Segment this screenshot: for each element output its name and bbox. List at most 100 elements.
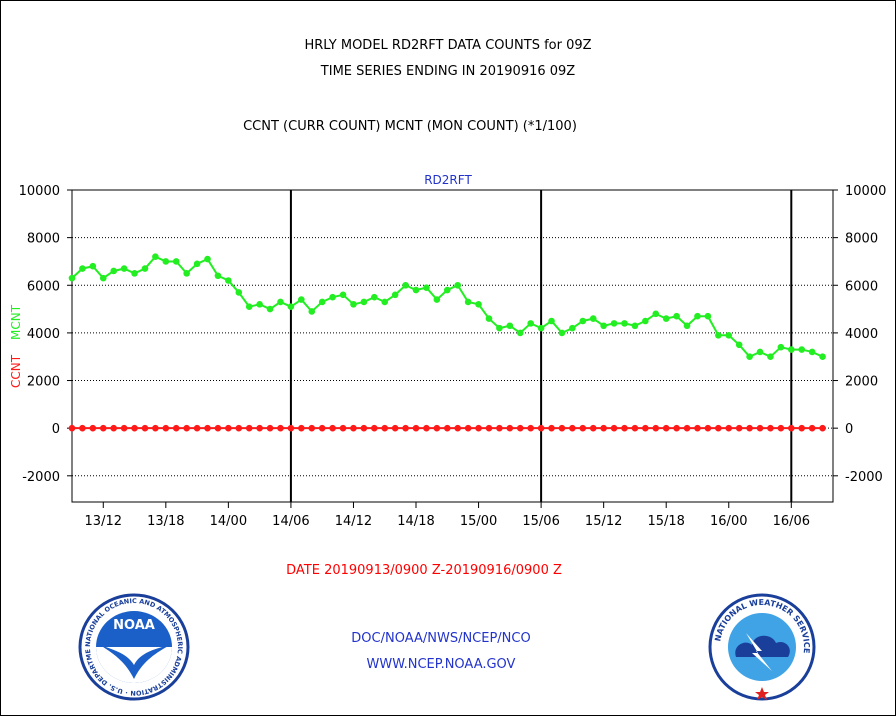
ccnt-point — [298, 424, 305, 432]
x-tick-label: 15/06 — [522, 514, 559, 529]
x-tick-label: 14/00 — [210, 514, 247, 529]
mcnt-point — [204, 255, 211, 263]
mcnt-point — [516, 329, 524, 337]
y-tick-label-right: -2000 — [845, 470, 883, 485]
ccnt-point — [371, 424, 378, 432]
ccnt-point — [746, 424, 753, 432]
y-tick-label-left: 4000 — [27, 327, 60, 342]
mcnt-point — [631, 322, 639, 330]
ccnt-point — [631, 424, 639, 432]
ccnt-point — [673, 424, 680, 432]
ccnt-point — [548, 424, 555, 432]
mcnt-point — [193, 260, 201, 268]
x-tick-label: 15/18 — [647, 514, 684, 529]
noaa-logo-text: NOAA — [113, 618, 155, 633]
mcnt-point — [569, 324, 576, 332]
mcnt-point — [537, 324, 545, 332]
ccnt-point — [79, 424, 86, 432]
ccnt-point — [318, 424, 326, 432]
ccnt-point — [788, 424, 795, 432]
mcnt-point — [475, 301, 482, 308]
mcnt-point — [662, 315, 670, 322]
ccnt-point — [131, 424, 138, 432]
ccnt-point — [214, 424, 222, 432]
ccnt-point — [464, 424, 472, 432]
org-link[interactable]: DOC/NOAA/NWS/NCEP/NCO — [351, 631, 531, 646]
ccnt-point — [506, 424, 514, 432]
mcnt-point — [496, 324, 503, 332]
mcnt-point — [68, 274, 76, 282]
ccnt-point — [777, 424, 785, 432]
mcnt-point — [464, 298, 472, 306]
y-tick-label-left: 6000 — [27, 279, 60, 294]
mcnt-point — [767, 353, 774, 361]
mcnt-point — [704, 312, 712, 320]
mcnt-point — [141, 265, 149, 272]
ccnt-point — [527, 424, 534, 432]
ccnt-point — [350, 424, 357, 432]
ylabel-mcnt: MCNT — [9, 304, 23, 340]
mcnt-point — [214, 272, 222, 280]
ccnt-point — [579, 424, 587, 432]
plot-area — [71, 189, 834, 503]
ccnt-point — [443, 424, 451, 432]
mcnt-point — [756, 348, 764, 356]
ccnt-point — [798, 424, 806, 432]
ccnt-point — [412, 424, 420, 432]
x-tick-label: 14/06 — [272, 514, 309, 529]
mcnt-point — [715, 331, 722, 339]
noaa-logo: NOAA NATIONAL OCEANIC AND ATMOSPHERIC AD… — [78, 593, 190, 701]
ccnt-point — [256, 424, 263, 432]
nws-logo: NATIONAL WEATHER SERVICE — [708, 593, 816, 701]
ccnt-point — [735, 424, 743, 432]
ccnt-point — [308, 424, 316, 432]
ccnt-point — [725, 424, 733, 432]
ccnt-point — [715, 424, 722, 432]
y-tick-label-right: 6000 — [845, 279, 878, 294]
url-link[interactable]: WWW.NCEP.NOAA.GOV — [366, 657, 516, 672]
mcnt-point — [808, 348, 816, 356]
ccnt-point — [610, 424, 618, 432]
mcnt-point — [777, 343, 785, 351]
ccnt-point — [152, 424, 159, 432]
mcnt-point — [621, 320, 628, 327]
mcnt-point — [371, 293, 378, 301]
mcnt-point — [162, 258, 170, 265]
ccnt-point — [600, 424, 607, 432]
ccnt-point — [662, 424, 670, 432]
ccnt-point — [89, 424, 97, 432]
ccnt-point — [642, 424, 649, 432]
ccnt-point — [110, 424, 117, 432]
ccnt-point — [652, 424, 660, 432]
mcnt-point — [360, 298, 368, 306]
mcnt-point — [548, 317, 555, 325]
y-tick-label-right: 2000 — [845, 375, 878, 390]
y-tick-label-left: 0 — [52, 422, 60, 437]
x-tick-label: 15/00 — [460, 514, 497, 529]
ccnt-point — [402, 424, 409, 432]
mcnt-point — [339, 291, 347, 299]
mcnt-point — [256, 301, 263, 308]
mcnt-point — [683, 322, 691, 330]
x-tick-label: 16/00 — [710, 514, 747, 529]
mcnt-point — [443, 286, 451, 294]
ccnt-point — [287, 424, 295, 432]
ccnt-point — [339, 424, 347, 432]
ccnt-point — [454, 424, 462, 432]
ccnt-point — [235, 424, 243, 432]
ccnt-point — [172, 424, 180, 432]
ccnt-point — [99, 424, 107, 432]
mcnt-point — [725, 331, 733, 339]
mcnt-point — [350, 301, 357, 308]
ccnt-point — [277, 424, 284, 432]
ccnt-point — [266, 424, 274, 432]
mcnt-point — [412, 286, 420, 294]
mcnt-point — [89, 262, 97, 270]
mcnt-point — [642, 317, 649, 325]
mcnt-point — [391, 291, 399, 299]
ccnt-point — [433, 424, 441, 432]
ccnt-point — [819, 424, 826, 432]
ccnt-point — [183, 424, 190, 432]
x-tick-label: 14/12 — [335, 514, 372, 529]
mcnt-point — [788, 346, 795, 353]
